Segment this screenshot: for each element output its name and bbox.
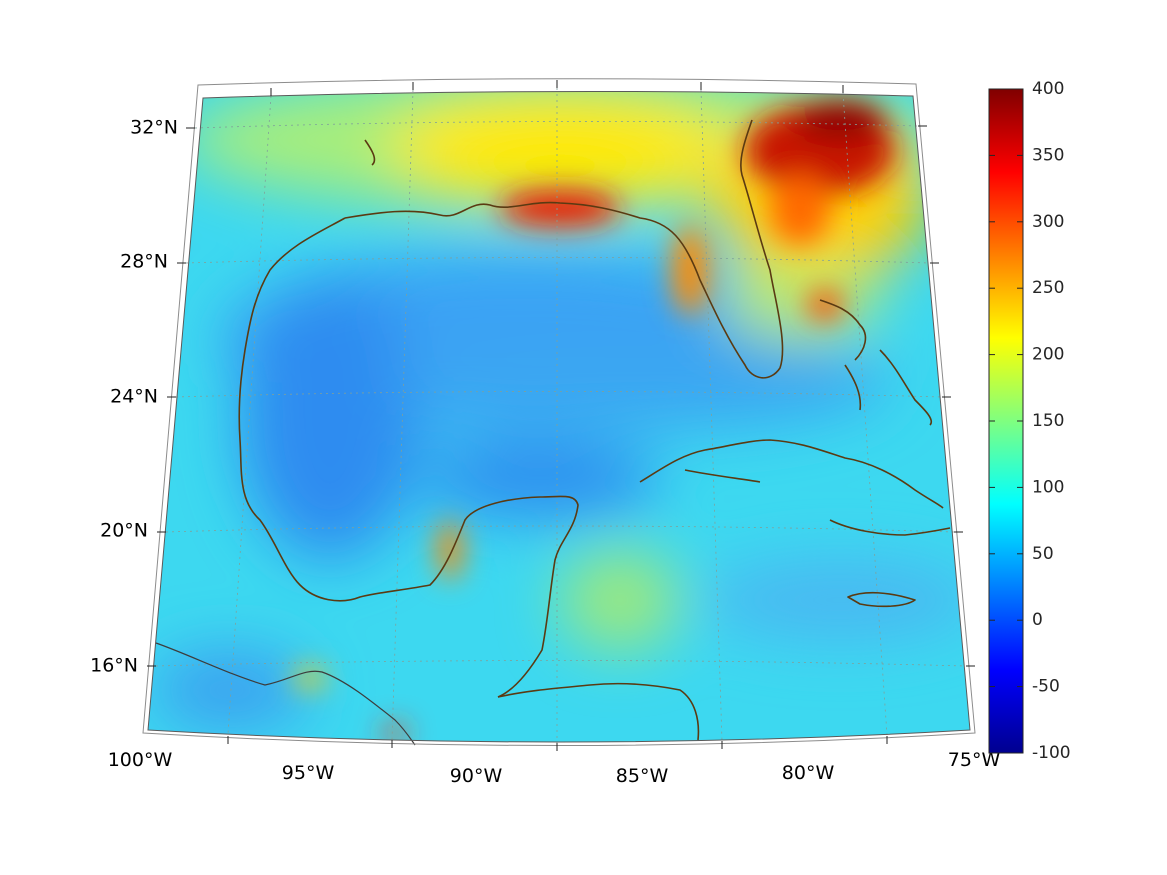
colorbar-tick-label: -100 — [1032, 743, 1071, 763]
graticule — [155, 88, 967, 743]
country-border — [155, 642, 416, 746]
map-frame — [142, 78, 976, 746]
lon-labels: 100°W 95°W 90°W 85°W 80°W 75°W — [108, 749, 1001, 787]
lon-label: 80°W — [782, 762, 835, 784]
lon-label: 100°W — [108, 749, 173, 771]
colorbar-tick-label: 250 — [1032, 278, 1064, 298]
colorbar-tick-label: 400 — [1032, 79, 1064, 99]
lon-label: 90°W — [450, 765, 503, 787]
colorbar-tick-label: 150 — [1032, 411, 1064, 431]
lon-label: 85°W — [616, 765, 669, 787]
data-field — [148, 91, 970, 743]
colorbar-tick-label: 100 — [1032, 477, 1064, 497]
colorbar-tick-label: 350 — [1032, 145, 1064, 165]
colorbar: 400 350 300 250 200 150 100 50 0 -50 -100 — [988, 79, 1071, 763]
frame-ticks — [147, 80, 975, 751]
lat-label: 32°N — [130, 117, 178, 139]
lat-labels: 32°N 28°N 24°N 20°N 16°N — [90, 117, 178, 677]
lat-label: 28°N — [120, 251, 168, 273]
colorbar-tick-label: 200 — [1032, 345, 1064, 365]
lat-label: 20°N — [100, 520, 148, 542]
lon-label: 95°W — [282, 762, 335, 784]
lat-label: 24°N — [110, 386, 158, 408]
coastline — [238, 119, 951, 741]
colorbar-tick-label: -50 — [1032, 677, 1060, 697]
lat-label: 16°N — [90, 655, 138, 677]
lon-label: 75°W — [948, 749, 1001, 771]
colorbar-tick-label: 50 — [1032, 544, 1054, 564]
colorbar-tick-label: 0 — [1032, 610, 1043, 630]
colorbar-tick-label: 300 — [1032, 212, 1064, 232]
